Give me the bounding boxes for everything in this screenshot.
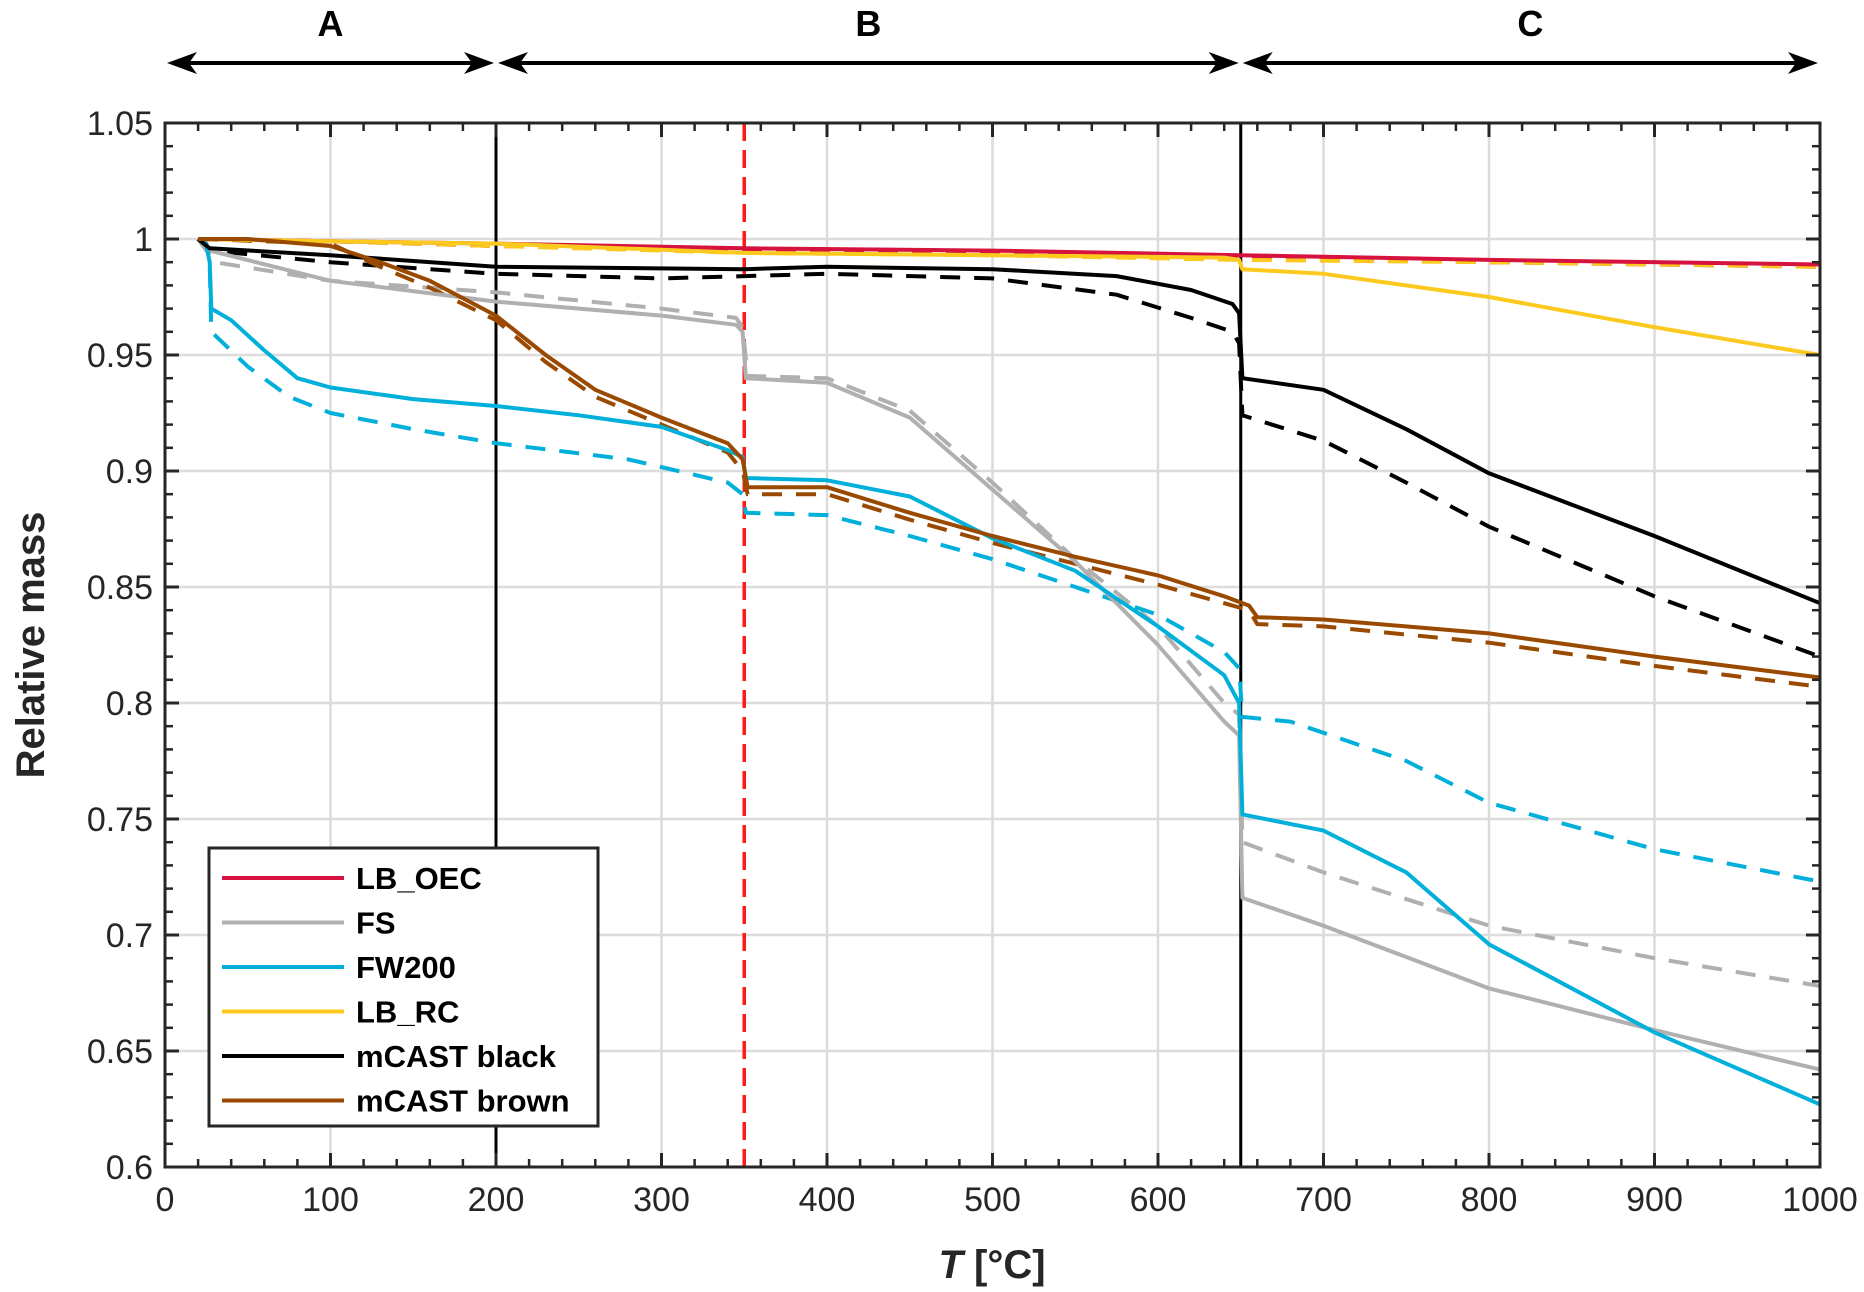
- series-fs-dashed: [196, 237, 1821, 988]
- series-mcast-brown-dashed: [198, 237, 1821, 689]
- region-annotations: A B C: [167, 3, 1818, 74]
- series-mcast-brown-solid: [198, 237, 1821, 680]
- series-lines: [196, 237, 1821, 1107]
- x-tick-label: 700: [1295, 1181, 1352, 1219]
- x-axis-label: T [°C]: [938, 1243, 1045, 1287]
- y-tick-label: 0.85: [87, 569, 153, 607]
- series-fs-solid: [196, 237, 1821, 1072]
- series-mcast-black-solid: [196, 237, 1821, 606]
- x-tick-label: 0: [156, 1181, 175, 1219]
- series-lb-rc-solid: [198, 237, 1821, 357]
- arrow-right-icon: [1208, 52, 1239, 74]
- arrow-right-icon: [1788, 52, 1818, 74]
- x-tick-label: 200: [468, 1181, 525, 1219]
- x-tick-label: 100: [302, 1181, 359, 1219]
- y-tick-label: 0.95: [87, 337, 153, 375]
- region-label-b: B: [855, 3, 881, 44]
- y-tick-label: 0.65: [87, 1033, 153, 1071]
- y-tick-label: 0.9: [106, 453, 153, 491]
- y-tick-label: 0.8: [106, 685, 153, 723]
- series-fw200-dashed: [197, 237, 1821, 884]
- legend-label: LB_OEC: [356, 861, 482, 896]
- y-axis-label: Relative mass: [9, 512, 53, 779]
- x-tick-label: 900: [1626, 1181, 1683, 1219]
- legend-label: FW200: [356, 950, 456, 985]
- axis-ticks: 0 100 200 300 400 500 600 700 800 900 1000 0.6 0.65 0…: [87, 105, 1858, 1219]
- arrow-left-icon: [1242, 52, 1273, 74]
- region-label-a: A: [318, 3, 344, 44]
- x-axis-label-symbol: T: [938, 1243, 966, 1287]
- legend-label: mCAST brown: [356, 1084, 570, 1119]
- series-mcast-black-dashed: [196, 237, 1821, 659]
- y-tick-label: 1.05: [87, 105, 153, 143]
- y-tick-label: 0.7: [106, 917, 153, 955]
- legend-label: FS: [356, 906, 396, 941]
- legend-box: [207, 846, 600, 1128]
- x-axis-label-unit: [°C]: [963, 1243, 1046, 1287]
- arrow-left-icon: [498, 52, 528, 74]
- x-tick-label: 500: [964, 1181, 1021, 1219]
- x-tick-label: 1000: [1782, 1181, 1858, 1219]
- legend: LB_OEC FS FW200 LB_RC mCAST black mCAST brown: [207, 846, 600, 1128]
- x-tick-label: 400: [799, 1181, 856, 1219]
- y-tick-label: 0.6: [106, 1149, 153, 1187]
- x-tick-label: 800: [1461, 1181, 1518, 1219]
- arrow-left-icon: [167, 52, 197, 74]
- y-tick-label: 1: [134, 221, 153, 259]
- arrow-right-icon: [464, 52, 494, 74]
- x-tick-label: 600: [1130, 1181, 1187, 1219]
- region-label-c: C: [1517, 3, 1543, 44]
- legend-label: LB_RC: [356, 995, 459, 1030]
- legend-label: mCAST black: [356, 1039, 557, 1074]
- x-tick-label: 300: [633, 1181, 690, 1219]
- y-tick-label: 0.75: [87, 801, 153, 839]
